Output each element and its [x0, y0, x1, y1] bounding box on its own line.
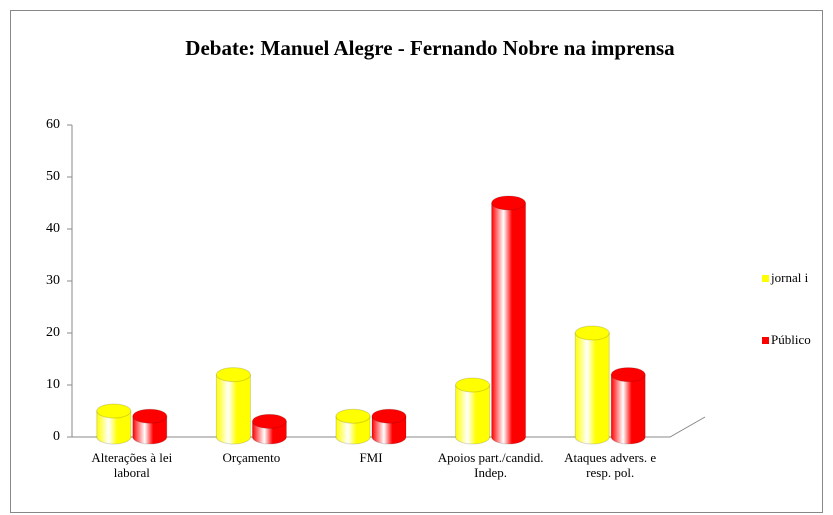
chart-title: Debate: Manuel Alegre - Fernando Nobre n… [185, 36, 675, 60]
legend-swatch [762, 337, 769, 344]
y-tick-label: 50 [46, 169, 60, 184]
cylinder-body [491, 202, 527, 445]
cylinder-body [335, 415, 371, 445]
cylinder-cap [491, 195, 527, 211]
cylinder [491, 195, 527, 445]
cylinder-cap [610, 367, 646, 383]
cylinder-body [371, 415, 407, 445]
y-tick-label: 30 [46, 273, 60, 288]
cylinder-cap [215, 367, 251, 383]
cylinder [251, 413, 287, 445]
cylinder [132, 408, 168, 445]
x-tick-label: FMI [359, 450, 383, 465]
y-tick-label: 10 [46, 377, 60, 392]
cylinder-cap [574, 325, 610, 341]
cylinder-body [455, 384, 491, 445]
cylinder-cap [455, 377, 491, 393]
cylinder-body [574, 332, 610, 445]
x-tick-label: Alterações à lei laboral [91, 450, 173, 480]
cylinder-body [96, 410, 132, 445]
cylinder-body [610, 374, 646, 445]
legend-swatch [762, 275, 769, 282]
x-tick-label: Orçamento [222, 450, 281, 465]
y-tick-label: 60 [46, 117, 60, 132]
cylinder-cap [335, 408, 371, 424]
cylinder-cap [96, 403, 132, 419]
cylinder [371, 408, 407, 445]
cylinder [96, 403, 132, 445]
cylinder-cap [132, 408, 168, 424]
cylinder-cap [371, 408, 407, 424]
x-tick-label: Apoios part./candid. Indep. [437, 450, 544, 480]
x-tick-label: Ataques advers. e resp. pol. [564, 450, 657, 480]
cylinder [215, 367, 251, 445]
cylinder [610, 367, 646, 445]
cylinder [574, 325, 610, 445]
legend-label: Público [771, 332, 811, 347]
cylinder-body [215, 374, 251, 445]
y-tick-label: 0 [53, 429, 60, 444]
cylinder-cap [251, 413, 287, 429]
cylinder-body [132, 415, 168, 445]
cylinder [455, 377, 491, 445]
y-tick-label: 20 [46, 325, 60, 340]
y-tick-label: 40 [46, 221, 60, 236]
legend-label: jornal i [770, 270, 809, 285]
cylinder [335, 408, 371, 445]
